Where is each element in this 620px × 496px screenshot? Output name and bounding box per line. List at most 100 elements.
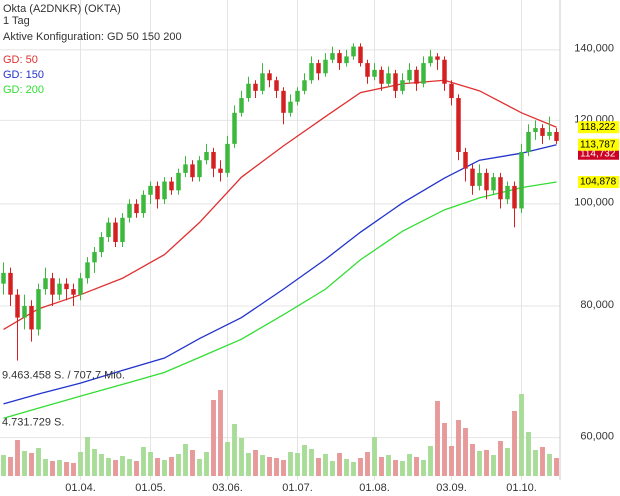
y-tick-label: 80,000 xyxy=(580,299,614,311)
volume-bar xyxy=(428,446,433,476)
candle-body xyxy=(218,168,223,173)
volume-bar xyxy=(29,453,34,476)
volume-bar xyxy=(253,450,258,476)
candle-body xyxy=(323,59,328,74)
price-tag-label: 104,878 xyxy=(580,177,617,188)
volume-bar xyxy=(127,459,132,476)
volume-bar xyxy=(274,458,279,476)
x-tick-label: 01.05. xyxy=(135,482,166,494)
candle-body xyxy=(36,289,41,330)
volume-bar xyxy=(106,458,111,476)
volume-bar xyxy=(386,455,391,476)
volume-bar xyxy=(141,447,146,476)
volume-bar xyxy=(400,461,405,476)
volume-bar xyxy=(407,454,412,476)
candle-body xyxy=(113,222,118,243)
volume-bar xyxy=(379,457,384,476)
candle-body xyxy=(85,262,90,279)
candle-body xyxy=(428,56,433,64)
x-tick-label: 01.10. xyxy=(506,482,537,494)
candle-body xyxy=(414,69,419,84)
volume-bar xyxy=(414,457,419,476)
candle-body xyxy=(449,83,454,99)
volume-bar xyxy=(281,460,286,476)
candle-body xyxy=(547,131,552,136)
volume-bar xyxy=(197,459,202,476)
candle-layer xyxy=(1,43,559,361)
candle-body xyxy=(463,151,468,169)
candle-body xyxy=(337,53,342,64)
candle-body xyxy=(176,172,181,191)
volume-bar xyxy=(309,449,314,476)
candle-body xyxy=(351,46,356,57)
candle-body xyxy=(533,128,538,132)
volume-bar xyxy=(372,437,377,476)
candle-body xyxy=(29,305,34,330)
volume-bar xyxy=(351,462,356,476)
volume-bar xyxy=(295,453,300,476)
volume-bar xyxy=(323,454,328,476)
volume-bar xyxy=(134,461,139,476)
ma-line xyxy=(3,144,557,405)
candle-body xyxy=(15,294,20,318)
volume-bar xyxy=(1,455,6,476)
candle-body xyxy=(162,181,167,200)
candle-body xyxy=(393,73,398,91)
volume-bar xyxy=(85,437,90,476)
x-tick-label: 03.06. xyxy=(212,482,243,494)
volume-level-label: 9.463.458 S. / 707,7 Mio. xyxy=(2,369,125,381)
volume-bar xyxy=(288,452,293,476)
candle-body xyxy=(225,143,230,173)
volume-bar xyxy=(218,390,223,476)
ma-line xyxy=(3,79,557,331)
price-tag-label: 114,732 xyxy=(580,148,616,159)
candle-body xyxy=(295,90,300,102)
candle-body xyxy=(43,278,48,290)
price-tag-label: 118,222 xyxy=(580,122,616,133)
legend-entry: GD: 200 xyxy=(3,84,44,96)
volume-bar xyxy=(15,440,20,476)
volume-bar xyxy=(505,448,510,476)
candle-body xyxy=(512,185,517,209)
volume-bar xyxy=(204,452,209,476)
candle-body xyxy=(484,172,489,191)
volume-bar xyxy=(8,457,13,476)
x-tick-label: 01.08. xyxy=(359,482,390,494)
volume-bar xyxy=(246,453,251,476)
candle-body xyxy=(64,283,69,290)
volume-bar xyxy=(43,459,48,476)
volume-bar xyxy=(50,461,55,476)
candle-body xyxy=(498,177,503,200)
y-tick-label: 140,000 xyxy=(574,43,614,55)
volume-bar xyxy=(330,461,335,476)
x-tick-label: 01.07. xyxy=(282,482,313,494)
volume-bar xyxy=(92,449,97,476)
candle-body xyxy=(442,59,447,84)
volume-bar xyxy=(211,400,216,476)
ma-layer xyxy=(3,79,557,419)
volume-bar xyxy=(491,455,496,476)
candle-body xyxy=(57,283,62,295)
candle-body xyxy=(232,112,237,144)
volume-bar xyxy=(393,460,398,476)
volume-bar xyxy=(470,444,475,476)
volume-bar xyxy=(169,457,174,476)
candle-body xyxy=(155,185,160,200)
candle-body xyxy=(183,164,188,173)
candle-body xyxy=(386,73,391,84)
volume-bar xyxy=(533,450,538,476)
y-tick-label: 60,000 xyxy=(580,431,614,443)
volume-bar xyxy=(260,455,265,476)
candle-body xyxy=(288,101,293,113)
candle-body xyxy=(372,69,377,77)
candle-body xyxy=(267,73,272,81)
candle-body xyxy=(400,80,405,91)
candle-body xyxy=(274,80,279,91)
volume-bar xyxy=(302,445,307,476)
y-tick-label: 100,000 xyxy=(574,197,614,209)
candle-body xyxy=(134,203,139,214)
volume-bar xyxy=(190,450,195,476)
candle-body xyxy=(148,185,153,195)
volume-bar xyxy=(148,452,153,476)
